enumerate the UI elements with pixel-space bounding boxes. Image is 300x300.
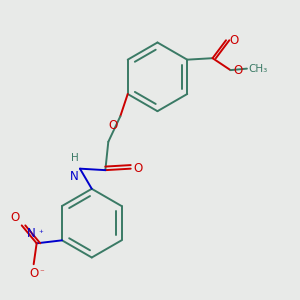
Text: O: O [29,267,38,280]
Text: O: O [230,34,239,47]
Text: O: O [109,119,118,132]
Text: CH₃: CH₃ [249,64,268,74]
Text: ⁻: ⁻ [39,269,44,278]
Text: N: N [70,170,79,183]
Text: N: N [27,227,35,240]
Text: O: O [233,64,243,76]
Text: H: H [71,153,79,163]
Text: ⁺: ⁺ [38,229,43,238]
Text: O: O [10,211,19,224]
Text: O: O [134,162,143,175]
